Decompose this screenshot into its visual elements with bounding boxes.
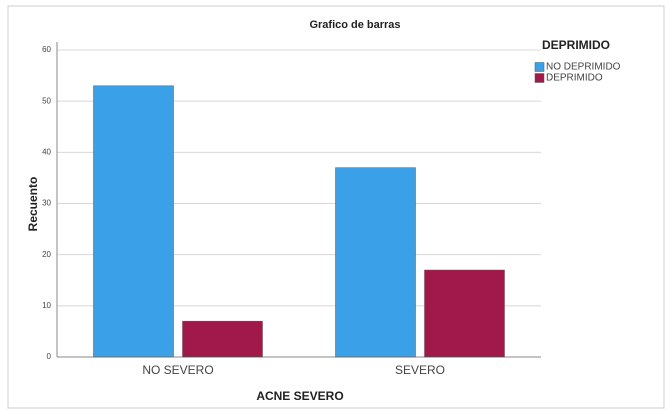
bar bbox=[424, 269, 505, 358]
y-tick-label: 40 bbox=[42, 147, 51, 156]
y-axis-label: Recuento bbox=[26, 177, 40, 232]
y-tick-label: 50 bbox=[42, 96, 51, 105]
bar bbox=[335, 167, 416, 358]
y-tick-label: 0 bbox=[47, 352, 52, 361]
x-tick-label: NO SEVERO bbox=[142, 363, 213, 377]
legend-label: NO DEPRIMIDO bbox=[546, 62, 621, 73]
legend-swatch bbox=[534, 62, 545, 72]
y-tick-label: 30 bbox=[42, 199, 51, 208]
legend-swatch bbox=[534, 73, 545, 83]
bar bbox=[93, 85, 174, 358]
y-tick-label: 60 bbox=[42, 45, 51, 54]
chart-title: Grafico de barras bbox=[309, 19, 400, 31]
y-tick-label: 20 bbox=[42, 250, 51, 259]
legend-label: DEPRIMIDO bbox=[546, 73, 603, 84]
legend-title: DEPRIMIDO bbox=[542, 38, 610, 52]
x-tick-label: SEVERO bbox=[395, 363, 445, 377]
x-axis-label: ACNE SEVERO bbox=[256, 389, 343, 403]
y-tick-label: 10 bbox=[42, 301, 51, 310]
bar bbox=[182, 320, 263, 358]
